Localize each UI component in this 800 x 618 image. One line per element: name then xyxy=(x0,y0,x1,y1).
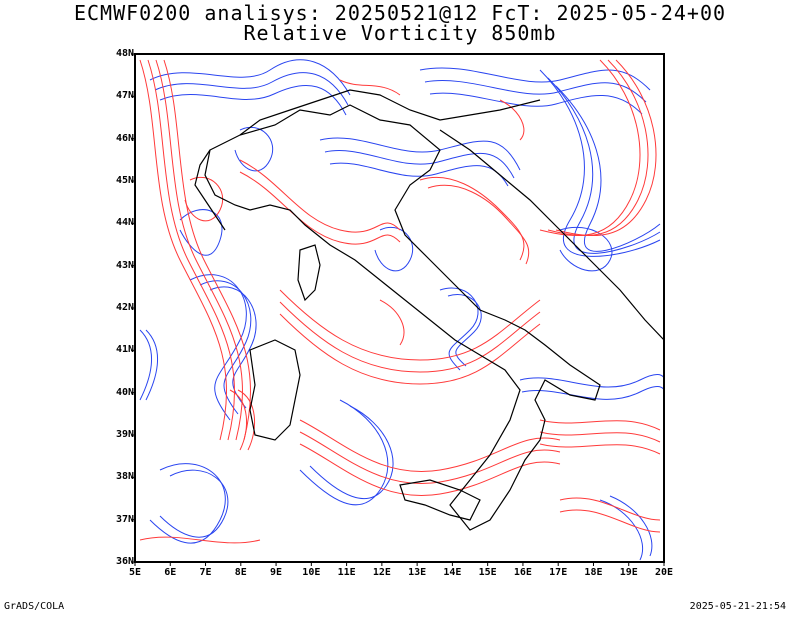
lon-tick-label: 9E xyxy=(270,567,283,578)
lat-tick-label: 37N xyxy=(115,513,134,525)
lon-tick-label: 20E xyxy=(654,567,674,578)
lat-tick-label: 40N xyxy=(115,386,134,398)
lon-tick-label: 6E xyxy=(164,567,177,578)
sicily-coast xyxy=(399,479,481,521)
lon-tick-label: 12E xyxy=(372,567,391,578)
lat-tick-label: 43N xyxy=(115,259,134,271)
lon-tick-label: 14E xyxy=(443,567,462,578)
corsica-coast xyxy=(297,244,321,302)
lat-tick-label: 46N xyxy=(115,132,134,144)
lat-tick-label: 48N xyxy=(115,48,134,59)
coastlines xyxy=(194,89,664,531)
lat-tick-label: 36N xyxy=(115,556,134,567)
lat-tick-label: 44N xyxy=(115,217,134,229)
italy-coast xyxy=(204,104,601,531)
balkans-coast xyxy=(439,129,664,341)
lat-tick-label: 47N xyxy=(115,90,134,102)
lon-tick-label: 5E xyxy=(128,567,142,578)
chart-title: ECMWF0200 analisys: 20250521@12 FcT: 202… xyxy=(73,1,727,25)
positive-vorticity-contours xyxy=(139,59,661,544)
lon-tick-label: 16E xyxy=(513,567,532,578)
lon-tick-label: 11E xyxy=(337,567,356,578)
lat-tick-label: 39N xyxy=(115,429,134,440)
plot-background xyxy=(135,54,664,562)
lon-tick-label: 18E xyxy=(584,567,603,578)
lat-tick-label: 45N xyxy=(115,175,134,186)
lon-tick-label: 15E xyxy=(478,567,497,578)
chart-subtitle: Relative Vorticity 850mb xyxy=(243,21,557,45)
lat-tick-label: 41N xyxy=(115,344,134,356)
render-timestamp: 2025-05-21-21:54 xyxy=(689,601,786,612)
software-credit: GrADS/COLA xyxy=(4,601,65,612)
lat-tick-label: 42N xyxy=(115,302,134,313)
alpine-border xyxy=(239,89,541,136)
lon-tick-label: 8E xyxy=(234,567,247,578)
lon-tick-label: 19E xyxy=(619,567,638,578)
france-border xyxy=(194,149,226,231)
lon-tick-label: 10E xyxy=(302,567,321,578)
lon-tick-label: 7E xyxy=(199,567,212,578)
lat-tick-label: 38N xyxy=(115,471,134,483)
lon-tick-label: 13E xyxy=(408,567,427,578)
axis-ticks xyxy=(131,53,665,566)
lon-tick-label: 17E xyxy=(549,567,568,578)
vorticity-field xyxy=(139,59,664,561)
sardinia-coast xyxy=(249,339,301,441)
